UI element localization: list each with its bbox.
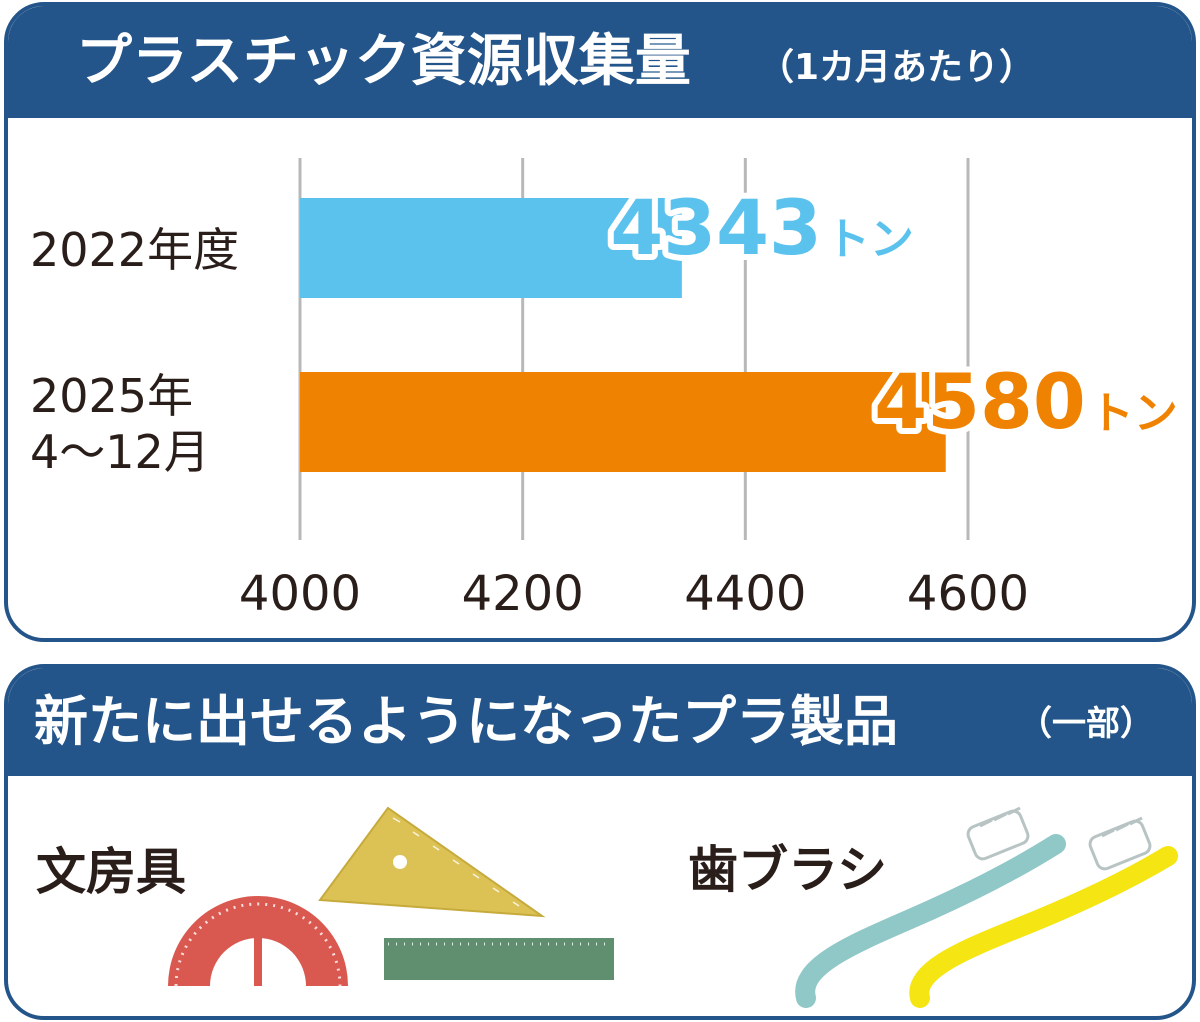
category-label-1-line-1: 4〜12月 bbox=[30, 425, 210, 479]
category-label-1-line-0: 2025年 bbox=[30, 369, 194, 423]
protractor-icon bbox=[168, 896, 348, 987]
category-label-0: 2022年度 bbox=[30, 222, 239, 278]
bar-value-unit-0: トン bbox=[826, 214, 914, 265]
x-tick-label-3: 4600 bbox=[907, 566, 1029, 622]
bar-value-label-0: 4343トン bbox=[610, 183, 914, 272]
products-illustration bbox=[168, 806, 1178, 1008]
chart-panel: プラスチック資源収集量 （1カ月あたり） 2022年度 2025年 4〜12月 … bbox=[4, 2, 1196, 642]
chart-title: プラスチック資源収集量 bbox=[76, 29, 691, 94]
x-tick-label-2: 4400 bbox=[684, 566, 806, 622]
stationery-label: 文房具 bbox=[36, 843, 186, 901]
bar-value-number-0: 4343 bbox=[610, 183, 822, 272]
bar-value-number-1: 4580 bbox=[874, 357, 1086, 446]
bar-1 bbox=[300, 372, 946, 472]
toothbrush-icon bbox=[795, 806, 1066, 1008]
toothbrush-icon-2 bbox=[909, 816, 1178, 1008]
bar-value-label-1: 4580トン bbox=[874, 357, 1178, 446]
products-header: 新たに出せるようになったプラ製品 （一部） bbox=[8, 668, 1192, 776]
bar-value-unit-1: トン bbox=[1090, 388, 1178, 439]
ruler-icon bbox=[384, 938, 614, 980]
chart-subtitle: （1カ月あたり） bbox=[758, 47, 1036, 88]
bar-0 bbox=[300, 198, 682, 298]
category-label-0-line-0: 2022年度 bbox=[30, 223, 240, 277]
x-tick-label-1: 4200 bbox=[462, 566, 584, 622]
toothbrush-label: 歯ブラシ bbox=[688, 841, 887, 899]
products-title: 新たに出せるようになったプラ製品 bbox=[34, 690, 898, 753]
triangle-ruler-icon bbox=[318, 806, 546, 918]
chart-header: プラスチック資源収集量 （1カ月あたり） bbox=[8, 6, 1192, 118]
x-tick-label-0: 4000 bbox=[239, 566, 361, 622]
products-panel: 新たに出せるようになったプラ製品 （一部） 文房具 歯ブラシ bbox=[4, 664, 1196, 1020]
products-subtitle: （一部） bbox=[1018, 704, 1154, 744]
category-label-1: 2025年 4〜12月 bbox=[30, 368, 210, 480]
